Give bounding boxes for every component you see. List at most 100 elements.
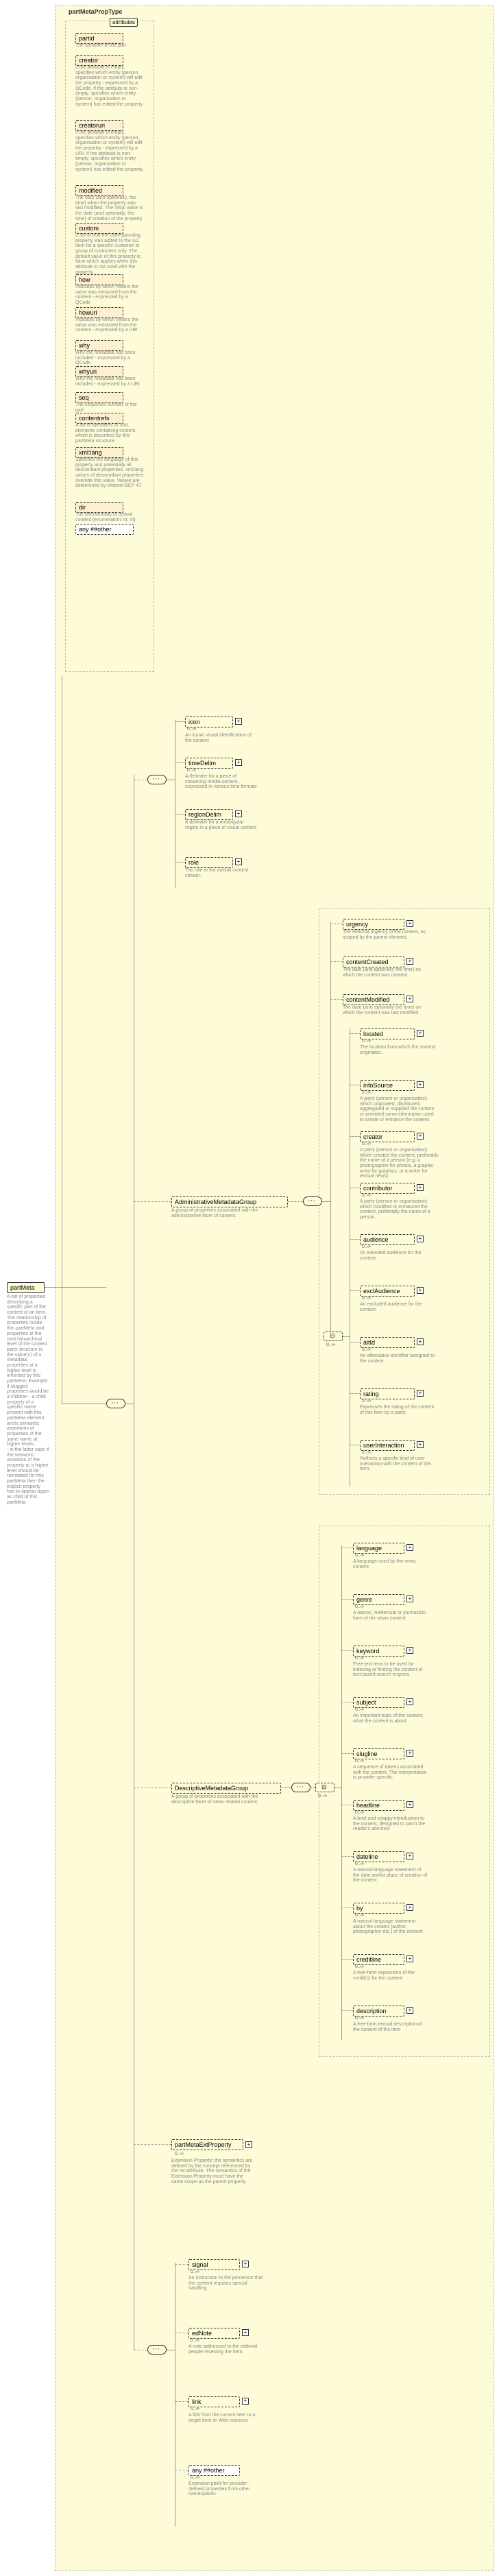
node-desc: A sequence of tokens associated with the… <box>353 1765 428 1781</box>
node-icon[interactable]: icon <box>185 717 233 727</box>
desc-group-box[interactable]: DescriptiveMetadataGroup <box>171 1783 281 1794</box>
cardinality: 0..∞ <box>362 1450 371 1455</box>
cardinality: 0..∞ <box>355 1656 364 1661</box>
node-contentCreated[interactable]: contentCreated <box>343 956 404 967</box>
node-contributor[interactable]: contributor <box>360 1183 415 1194</box>
attr-desc: If set to true the corresponding propert… <box>75 233 144 276</box>
attr-how[interactable]: how <box>75 274 123 285</box>
ext-prop-box[interactable]: partMetaExtProperty <box>171 2139 243 2150</box>
plus-icon[interactable]: + <box>235 759 242 766</box>
node-signal[interactable]: signal <box>188 2259 240 2270</box>
plus-icon[interactable]: + <box>417 1133 424 1140</box>
plus-icon[interactable]: + <box>242 2261 249 2267</box>
desc-choice <box>315 1783 334 1792</box>
attr-creator[interactable]: creator <box>75 55 123 66</box>
plus-icon[interactable]: + <box>245 2141 252 2148</box>
cardinality: 0..∞ <box>362 1193 371 1198</box>
node-headline[interactable]: headline <box>353 1800 404 1811</box>
attr-seq[interactable]: seq <box>75 392 123 403</box>
node-infoSource[interactable]: infoSource <box>360 1080 415 1091</box>
plus-icon[interactable]: + <box>406 1596 413 1602</box>
node-keyword[interactable]: keyword <box>353 1646 404 1657</box>
plus-icon[interactable]: + <box>417 1338 424 1345</box>
admin-group-box[interactable]: AdministrativeMetadataGroup <box>171 1196 288 1207</box>
node-anyother[interactable]: any ##other <box>188 2465 240 2476</box>
plus-icon[interactable]: + <box>406 2007 413 2014</box>
attr-howuri[interactable]: howuri <box>75 307 123 318</box>
node-desc: A party (person or organisation) which c… <box>360 1148 439 1179</box>
node-urgency[interactable]: urgency <box>343 919 404 930</box>
node-description[interactable]: description <box>353 2006 404 2017</box>
cardinality: 0..∞ <box>362 1090 371 1095</box>
attr-dir[interactable]: dir <box>75 502 123 513</box>
plus-icon[interactable]: + <box>417 1030 424 1037</box>
node-desc: A nature, intellectual or journalistic f… <box>353 1611 428 1621</box>
node-creditline[interactable]: creditline <box>353 1954 404 1965</box>
attr-desc: If the attribute is empty, specifies whi… <box>75 65 144 108</box>
node-by[interactable]: by <box>353 1903 404 1914</box>
node-rating[interactable]: rating <box>360 1388 415 1399</box>
attr-why[interactable]: why <box>75 340 123 351</box>
attr-creatoruri[interactable]: creatoruri <box>75 120 123 131</box>
node-link[interactable]: link <box>188 2396 240 2407</box>
plus-icon[interactable]: + <box>406 1853 413 1859</box>
attr-desc: The identifier of the part <box>75 43 144 49</box>
plus-icon[interactable]: + <box>417 1390 424 1397</box>
desc-choice-out <box>334 1787 341 1788</box>
plus-icon[interactable]: + <box>406 1698 413 1705</box>
plus-icon[interactable]: + <box>242 2398 249 2405</box>
node-desc: An iconic visual identification of the c… <box>185 733 257 743</box>
plus-icon[interactable]: + <box>417 1236 424 1242</box>
attr-contentrefs[interactable]: contentrefs <box>75 413 123 424</box>
node-located[interactable]: located <box>360 1028 415 1039</box>
node-slugline[interactable]: slugline <box>353 1748 404 1759</box>
attr-custom[interactable]: custom <box>75 223 123 234</box>
root-node[interactable]: partMeta <box>7 1282 45 1293</box>
node-language[interactable]: language <box>353 1543 404 1554</box>
plus-icon[interactable]: + <box>406 958 413 965</box>
ext-prop-name: partMetaExtProperty <box>175 2141 232 2148</box>
attr-desc: Specifies the language of this property … <box>75 457 144 489</box>
node-dateline[interactable]: dateline <box>353 1851 404 1862</box>
attr-anyother[interactable]: any ##other <box>75 524 134 535</box>
plus-icon[interactable]: + <box>406 1904 413 1911</box>
node-role[interactable]: role <box>185 857 233 868</box>
plus-icon[interactable]: + <box>235 718 242 725</box>
attr-whyuri[interactable]: whyuri <box>75 366 123 377</box>
plus-icon[interactable]: + <box>417 1287 424 1294</box>
cardinality: 0..∞ <box>355 1553 364 1558</box>
node-audience[interactable]: audience <box>360 1234 415 1245</box>
node-edNote[interactable]: edNote <box>188 2328 240 2339</box>
node-creator[interactable]: creator <box>360 1131 415 1142</box>
attr-desc: Indicates by which means the value was e… <box>75 285 144 306</box>
plus-icon[interactable]: + <box>417 1081 424 1088</box>
plus-icon[interactable]: + <box>406 1955 413 1962</box>
plus-icon[interactable]: + <box>406 1801 413 1808</box>
plus-icon[interactable]: + <box>406 1750 413 1757</box>
plus-icon[interactable]: + <box>406 996 413 1002</box>
plus-icon[interactable]: + <box>406 920 413 927</box>
attributes-label: attributes <box>110 18 138 27</box>
plus-icon[interactable]: + <box>242 2329 249 2336</box>
node-genre[interactable]: genre <box>353 1594 404 1605</box>
plus-icon[interactable]: + <box>235 858 242 865</box>
attr-desc: Why the metadata has been included - exp… <box>75 350 144 366</box>
plus-icon[interactable]: + <box>406 1647 413 1654</box>
connector-line <box>341 1907 353 1908</box>
node-userInteraction[interactable]: userInteraction <box>360 1440 415 1451</box>
connector-line <box>350 1393 360 1394</box>
plus-icon[interactable]: + <box>406 1544 413 1551</box>
node-desc: A brief and snappy introduction to the c… <box>353 1816 428 1832</box>
node-altId[interactable]: altId <box>360 1337 415 1348</box>
node-subject[interactable]: subject <box>353 1697 404 1708</box>
node-timeDelim[interactable]: timeDelim <box>185 758 233 769</box>
plus-icon[interactable]: + <box>235 810 242 817</box>
attr-xmllang[interactable]: xml:lang <box>75 447 123 458</box>
plus-icon[interactable]: + <box>417 1184 424 1191</box>
plus-icon[interactable]: + <box>417 1441 424 1448</box>
node-exclAudience[interactable]: exclAudience <box>360 1286 415 1297</box>
node-regionDelim[interactable]: regionDelim <box>185 809 233 820</box>
attr-modified[interactable]: modified <box>75 185 123 196</box>
attr-partid[interactable]: partid <box>75 33 123 44</box>
node-contentModified[interactable]: contentModified <box>343 994 404 1005</box>
